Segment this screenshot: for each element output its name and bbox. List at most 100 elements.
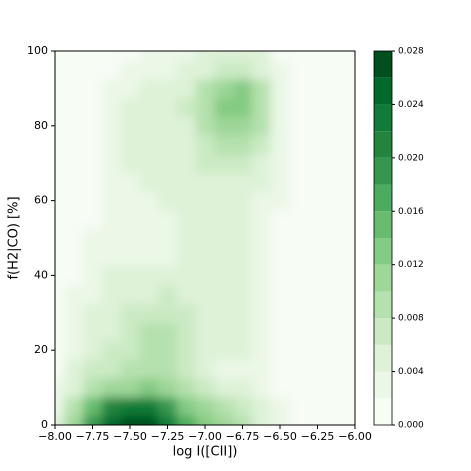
density-cell xyxy=(176,340,197,361)
density-cell xyxy=(158,303,178,323)
density-cell xyxy=(289,135,309,155)
density-cell xyxy=(64,303,84,323)
density-cell xyxy=(64,116,84,136)
density-cell xyxy=(308,415,328,425)
density-cell xyxy=(214,116,234,136)
density-cell xyxy=(139,266,159,286)
density-cell xyxy=(214,228,234,248)
density-cell xyxy=(308,228,328,248)
density-cell xyxy=(158,153,178,174)
density-cell xyxy=(270,378,290,398)
density-cell xyxy=(55,153,65,174)
density-cell xyxy=(139,135,159,155)
density-cell xyxy=(308,340,328,361)
density-cell xyxy=(195,116,215,136)
density-cell xyxy=(120,209,140,230)
density-cell xyxy=(308,135,328,155)
density-cell xyxy=(139,191,159,211)
density-cell xyxy=(345,284,355,304)
density-cell xyxy=(139,60,159,80)
density-cell xyxy=(64,284,84,304)
density-cell xyxy=(289,266,309,286)
density-cell xyxy=(55,228,65,248)
density-cell xyxy=(214,153,234,174)
density-cell xyxy=(233,116,253,136)
density-cell xyxy=(55,60,65,80)
density-cell xyxy=(233,153,253,174)
density-cell xyxy=(251,60,272,80)
density-cell xyxy=(270,396,290,417)
colorbar-band xyxy=(374,184,392,212)
density-cell xyxy=(120,284,140,304)
density-cell xyxy=(55,191,65,211)
density-cell xyxy=(195,60,215,80)
density-cell xyxy=(176,153,197,174)
density-cell xyxy=(55,172,65,192)
density-cell xyxy=(270,135,290,155)
density-cell xyxy=(308,191,328,211)
density-cell xyxy=(55,415,65,425)
density-cell xyxy=(158,79,178,99)
density-cell xyxy=(83,359,103,379)
density-cell xyxy=(214,396,234,417)
density-cell xyxy=(101,340,122,361)
density-cell xyxy=(64,97,84,117)
density-cell xyxy=(326,340,347,361)
density-cell xyxy=(139,247,159,267)
density-cell xyxy=(214,79,234,99)
x-tick-label: −6.50 xyxy=(263,430,297,443)
density-cell xyxy=(289,79,309,99)
density-cell xyxy=(120,135,140,155)
density-cell xyxy=(139,228,159,248)
x-tick-label: −7.75 xyxy=(76,430,110,443)
density-cell xyxy=(251,209,272,230)
density-cell xyxy=(176,209,197,230)
density-cell xyxy=(345,247,355,267)
density-cell xyxy=(270,51,290,61)
density-cell xyxy=(101,322,122,342)
density-cell xyxy=(64,191,84,211)
density-cell xyxy=(120,79,140,99)
density-cell xyxy=(270,153,290,174)
density-cell xyxy=(83,396,103,417)
density-cell xyxy=(308,266,328,286)
density-cell xyxy=(101,415,122,425)
density-cell xyxy=(251,135,272,155)
density-cell xyxy=(345,396,355,417)
density-cell xyxy=(289,322,309,342)
density-cell xyxy=(55,135,65,155)
density-cell xyxy=(55,303,65,323)
density-cell xyxy=(214,172,234,192)
density-cell xyxy=(195,322,215,342)
density-cell xyxy=(158,322,178,342)
density-cell xyxy=(158,228,178,248)
density-cell xyxy=(176,322,197,342)
density-cell xyxy=(345,322,355,342)
density-cell xyxy=(195,135,215,155)
density-cell xyxy=(345,340,355,361)
density-cell xyxy=(345,228,355,248)
y-tick-label: 80 xyxy=(34,119,48,132)
density-cell xyxy=(251,79,272,99)
density-cell xyxy=(214,247,234,267)
density-cell xyxy=(101,378,122,398)
density-cell xyxy=(83,60,103,80)
density-cell xyxy=(55,247,65,267)
density-cell xyxy=(251,340,272,361)
density-cell xyxy=(308,51,328,61)
density-cell xyxy=(326,415,347,425)
density-cell xyxy=(120,51,140,61)
density-cell xyxy=(326,266,347,286)
density-cell xyxy=(139,415,159,425)
density-cell xyxy=(120,97,140,117)
density-cell xyxy=(64,172,84,192)
density-cell xyxy=(158,340,178,361)
density-cell xyxy=(289,359,309,379)
density-cell xyxy=(55,322,65,342)
density-cell xyxy=(55,359,65,379)
density-cell xyxy=(326,322,347,342)
density-cell xyxy=(101,97,122,117)
colorbar-band xyxy=(374,264,392,292)
density-field xyxy=(55,51,355,425)
